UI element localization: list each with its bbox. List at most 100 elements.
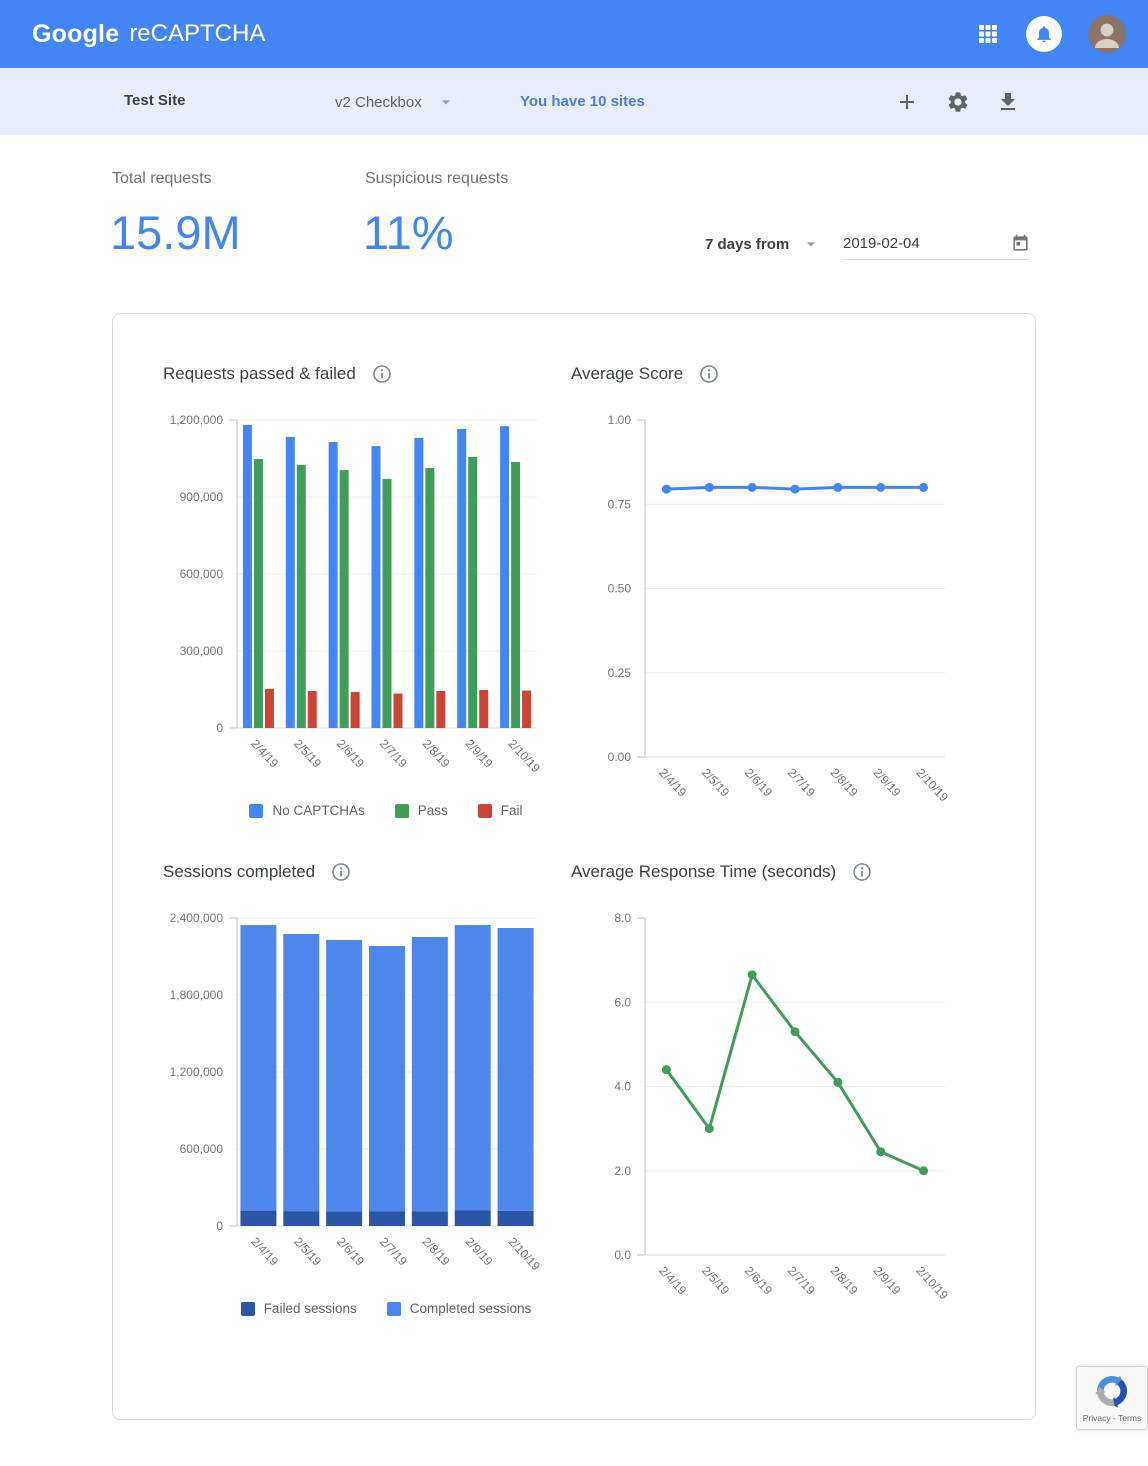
total-requests-value: 15.9M — [110, 206, 241, 259]
info-icon[interactable] — [372, 364, 392, 384]
sessions-chart-title: Sessions completed — [163, 862, 316, 881]
gear-icon[interactable] — [945, 89, 971, 115]
requests-chart-title: Requests passed & failed — [163, 364, 356, 383]
chevron-down-icon — [807, 242, 816, 247]
date-range-select[interactable]: 7 days from — [705, 234, 821, 254]
app-header-bar: Google reCAPTCHA — [0, 0, 1148, 68]
svg-text:2/7/19: 2/7/19 — [377, 736, 410, 770]
legend-item: Failed sessions — [240, 1301, 357, 1316]
download-icon[interactable] — [995, 89, 1021, 115]
response-time-chart-title: Average Response Time (seconds) — [571, 862, 837, 881]
svg-text:2/4/19: 2/4/19 — [248, 1234, 281, 1268]
average-score-panel: Average Score 0.00 0.25 0.50 0.75 1.00 2/4/19… — [559, 364, 989, 828]
svg-text:0.00: 0.00 — [608, 750, 632, 764]
svg-text:2/5/19: 2/5/19 — [291, 1234, 324, 1268]
info-icon[interactable] — [852, 862, 872, 882]
svg-text:2/7/19: 2/7/19 — [785, 1263, 818, 1297]
legend-item: Pass — [394, 803, 448, 818]
svg-text:2.0: 2.0 — [614, 1164, 631, 1178]
legend-item: Completed sessions — [386, 1301, 531, 1316]
svg-text:0.50: 0.50 — [608, 582, 632, 596]
legend-label: Failed sessions — [263, 1301, 357, 1316]
svg-text:0.0: 0.0 — [614, 1248, 631, 1262]
date-range-label: 7 days from — [705, 235, 790, 253]
legend-item: No CAPTCHAs — [249, 803, 365, 818]
requests-panel: Requests passed & failed 0 300,000 600,000… — [151, 364, 581, 818]
svg-text:0.25: 0.25 — [608, 666, 632, 680]
sessions-completed-legend: Failed sessions Completed sessions — [221, 1301, 551, 1316]
svg-text:2,400,000: 2,400,000 — [170, 911, 224, 925]
add-site-icon[interactable] — [894, 89, 920, 115]
header-actions — [976, 0, 1126, 68]
brand-recaptcha: reCAPTCHA — [129, 20, 266, 47]
svg-text:2/7/19: 2/7/19 — [785, 765, 818, 799]
site-type-value: v2 Checkbox — [335, 93, 422, 111]
recaptcha-logo-icon — [1095, 1375, 1127, 1408]
notifications-bell-icon[interactable] — [1026, 16, 1062, 52]
legend-swatch — [477, 803, 492, 818]
average-score-chart-title: Average Score — [571, 364, 684, 383]
requests-passed-failed-svg: 0 300,000 600,000 900,000 1,200,000 2/4/19 2/5… — [170, 413, 544, 776]
svg-text:2/5/19: 2/5/19 — [291, 736, 324, 770]
total-requests-label: Total requests — [112, 170, 212, 187]
svg-text:2/6/19: 2/6/19 — [334, 1234, 367, 1268]
site-name-label: Test Site — [124, 92, 186, 109]
legend-label: Fail — [500, 803, 523, 818]
date-input-value: 2019-02-04 — [843, 235, 920, 252]
legend-label: No CAPTCHAs — [272, 803, 365, 818]
site-toolbar: Test Site v2 Checkbox You have 10 sites — [0, 68, 1148, 135]
svg-text:2/9/19: 2/9/19 — [463, 736, 496, 770]
you-have-sites-link[interactable]: You have 10 sites — [520, 93, 645, 110]
svg-text:2/6/19: 2/6/19 — [334, 736, 367, 770]
avatar[interactable] — [1088, 15, 1126, 53]
requests-passed-failed-legend: No CAPTCHAs Pass Fail — [221, 803, 551, 818]
brand-google: Google — [32, 19, 120, 48]
response-time-chart: 0.0 2.0 4.0 6.0 8.0 2/4/19 2/5/19 2/6/19 2/7/19 2… — [559, 906, 989, 1326]
info-icon[interactable] — [699, 364, 719, 384]
calendar-icon[interactable] — [1011, 234, 1030, 253]
average-response-time-svg: 0.0 2.0 4.0 6.0 8.0 2/4/19 2/5/19 2/6/19 2/7/19 2… — [614, 911, 951, 1303]
svg-text:4.0: 4.0 — [614, 1080, 631, 1094]
svg-text:0: 0 — [216, 1219, 223, 1233]
sessions-panel: Sessions completed 0 600,000 1,200,000 1,80… — [151, 862, 581, 1316]
legend-swatch — [249, 803, 264, 818]
svg-text:300,000: 300,000 — [180, 644, 224, 658]
legend-item: Fail — [477, 803, 523, 818]
svg-text:600,000: 600,000 — [180, 567, 224, 581]
svg-text:2/6/19: 2/6/19 — [742, 1263, 775, 1297]
sessions-completed-svg: 0 600,000 1,200,000 1,800,000 2,400,000 2/4/1… — [170, 911, 544, 1274]
average-score-chart: 0.00 0.25 0.50 0.75 1.00 2/4/19 2/5/19 2/6/19 2/… — [559, 408, 989, 828]
svg-text:1.00: 1.00 — [608, 413, 632, 427]
charts-card: Requests passed & failed 0 300,000 600,000… — [112, 313, 1036, 1420]
legend-swatch — [240, 1301, 255, 1316]
recaptcha-badge[interactable]: Privacy - Terms — [1076, 1366, 1148, 1430]
svg-text:2/10/19: 2/10/19 — [505, 736, 543, 775]
requests-chart: 0 300,000 600,000 900,000 1,200,000 2/4/19 2/5… — [151, 408, 581, 818]
privacy-terms-label[interactable]: Privacy - Terms — [1082, 1413, 1142, 1423]
svg-text:0: 0 — [216, 721, 223, 735]
svg-text:8.0: 8.0 — [614, 911, 631, 925]
svg-text:2/4/19: 2/4/19 — [656, 1263, 689, 1297]
svg-text:2/8/19: 2/8/19 — [828, 765, 861, 799]
info-icon[interactable] — [331, 862, 351, 882]
suspicious-requests-label: Suspicious requests — [365, 170, 509, 187]
svg-text:2/10/19: 2/10/19 — [505, 1234, 543, 1273]
site-type-select[interactable]: v2 Checkbox — [335, 92, 456, 112]
sessions-chart: 0 600,000 1,200,000 1,800,000 2,400,000 2/4/1… — [151, 906, 581, 1316]
svg-text:600,000: 600,000 — [180, 1142, 224, 1156]
svg-text:2/6/19: 2/6/19 — [742, 765, 775, 799]
svg-text:2/8/19: 2/8/19 — [828, 1263, 861, 1297]
date-input[interactable]: 2019-02-04 — [843, 228, 1030, 260]
average-score-svg: 0.00 0.25 0.50 0.75 1.00 2/4/19 2/5/19 2/6/19 2/… — [608, 413, 952, 805]
svg-text:2/9/19: 2/9/19 — [871, 765, 904, 799]
svg-text:2/4/19: 2/4/19 — [248, 736, 281, 770]
svg-text:2/10/19: 2/10/19 — [913, 1263, 951, 1302]
legend-swatch — [394, 803, 409, 818]
legend-label: Pass — [417, 803, 448, 818]
legend-swatch — [386, 1301, 401, 1316]
svg-text:1,200,000: 1,200,000 — [170, 1065, 224, 1079]
svg-text:6.0: 6.0 — [614, 995, 631, 1009]
svg-text:2/10/19: 2/10/19 — [913, 765, 951, 804]
apps-grid-icon[interactable] — [976, 22, 1000, 46]
